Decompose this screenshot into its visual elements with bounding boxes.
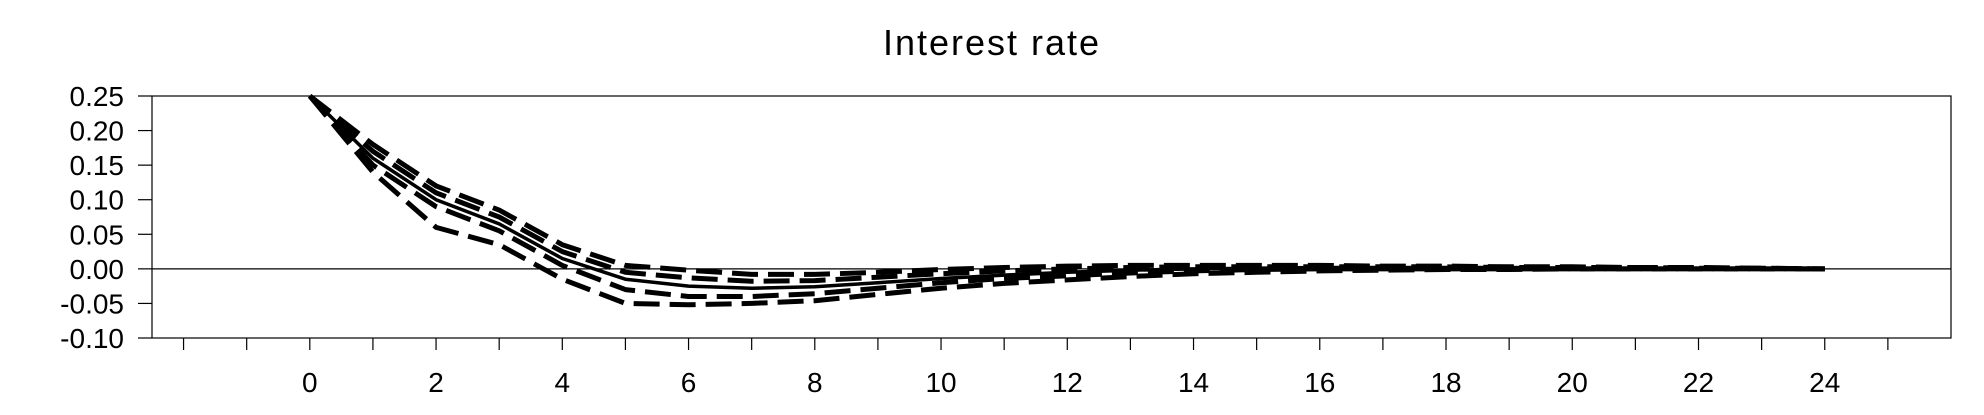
y-tick-label: -0.10 <box>60 323 124 354</box>
x-tick-label: 6 <box>681 367 697 398</box>
y-tick-label: 0.15 <box>70 150 125 181</box>
x-tick-label: 12 <box>1052 367 1083 398</box>
y-tick-label: 0.05 <box>70 219 125 250</box>
x-tick-label: 8 <box>807 367 823 398</box>
x-tick-label: 18 <box>1430 367 1461 398</box>
x-tick-label: 2 <box>428 367 444 398</box>
series-line-dashed-1 <box>308 94 1825 277</box>
y-axis: 0.25 0.200.15 0.100.05 0.00-0.05 -0.10 <box>60 81 152 354</box>
y-tick-label: 0.00 <box>70 254 125 285</box>
series-line-dashed-4 <box>307 94 1825 308</box>
y-tick-label: 0.10 <box>70 185 125 216</box>
x-tick-label: 14 <box>1178 367 1209 398</box>
x-tick-label: 10 <box>925 367 956 398</box>
x-tick-label: 4 <box>555 367 571 398</box>
x-tick-label: 0 <box>302 367 318 398</box>
series-line-dashed-3 <box>307 94 1825 299</box>
x-tick-label: 24 <box>1809 367 1840 398</box>
series-line-solid-0 <box>308 94 1825 290</box>
x-axis: 0 2 4 6 8 10 12 14 16 18 20 22 24 <box>182 338 1889 398</box>
x-tick-label: 16 <box>1304 367 1335 398</box>
y-tick-label: 0.25 <box>70 81 125 112</box>
y-tick-label: 0.20 <box>70 116 125 147</box>
series-line-dashed-2 <box>308 94 1825 284</box>
chart-title: Interest rate <box>883 22 1101 63</box>
plot-frame <box>151 95 1952 339</box>
x-tick-label: 22 <box>1683 367 1714 398</box>
series-group <box>307 94 1825 308</box>
y-tick-label: -0.05 <box>60 288 124 319</box>
x-tick-label: 20 <box>1557 367 1588 398</box>
